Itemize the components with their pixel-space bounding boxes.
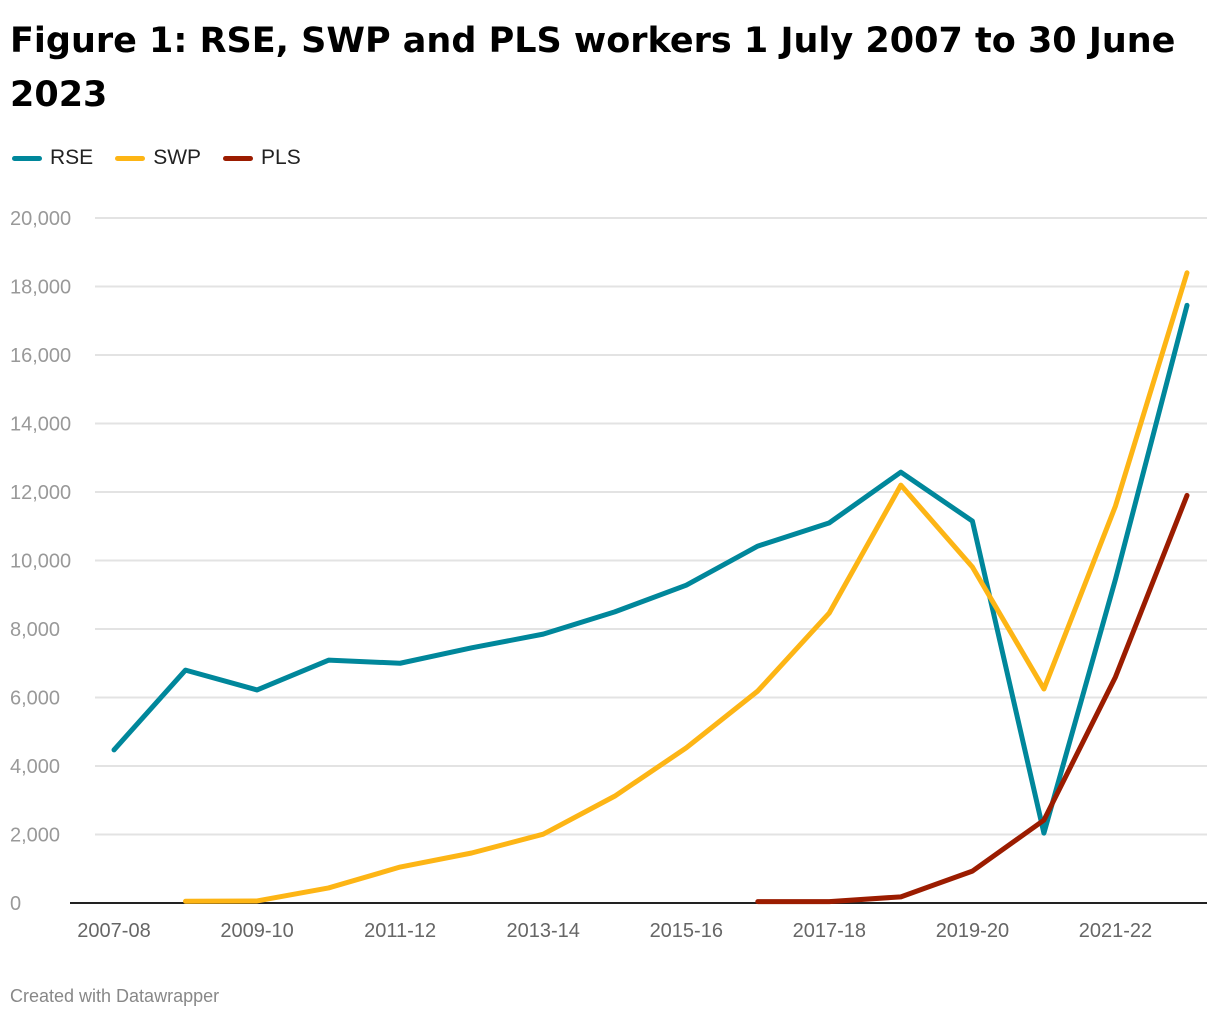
- line-chart: 0 2,000 4,000 6,000 8,000 10,000 12,000 14,000 1…: [10, 208, 1207, 942]
- x-tick-label: 2017-18: [793, 920, 866, 942]
- x-tick-label: 2013-14: [506, 920, 579, 942]
- chart-title: Figure 1: RSE, SWP and PLS workers 1 Jul…: [10, 21, 1176, 115]
- y-tick-label: 12,000: [10, 482, 71, 504]
- y-tick-label: 6,000: [10, 688, 60, 710]
- y-tick-label: 14,000: [10, 414, 71, 436]
- footer-credit: Created with Datawrapper: [10, 986, 220, 1006]
- legend-label: SWP: [153, 146, 202, 169]
- y-tick-label: 4,000: [10, 756, 60, 778]
- y-tick-label: 18,000: [10, 277, 71, 299]
- x-tick-label: 2015-16: [650, 920, 723, 942]
- y-tick-label: 16,000: [10, 345, 71, 367]
- x-tick-label: 2021-22: [1079, 920, 1152, 942]
- legend-item-rse: RSE: [12, 146, 93, 170]
- x-tick-label: 2009-10: [220, 920, 293, 942]
- legend: RSE SWP PLS: [12, 146, 301, 170]
- y-tick-label: 8,000: [10, 619, 60, 641]
- x-tick-label: 2011-12: [364, 920, 436, 942]
- series-line-rse: [111, 302, 1190, 836]
- legend-swatch: [12, 155, 42, 161]
- y-tick-label: 10,000: [10, 551, 71, 573]
- y-tick-label: 2,000: [10, 825, 60, 847]
- x-tick-label: 2007-08: [77, 920, 150, 942]
- legend-item-pls: PLS: [223, 146, 301, 170]
- legend-label: RSE: [50, 146, 94, 169]
- x-tick-label: 2019-20: [936, 920, 1009, 942]
- y-tick-label: 20,000: [10, 208, 71, 230]
- legend-swatch: [115, 155, 146, 161]
- legend-label: PLS: [261, 146, 301, 169]
- legend-swatch: [223, 155, 254, 161]
- legend-item-swp: SWP: [115, 146, 201, 170]
- y-tick-label: 0: [10, 893, 21, 915]
